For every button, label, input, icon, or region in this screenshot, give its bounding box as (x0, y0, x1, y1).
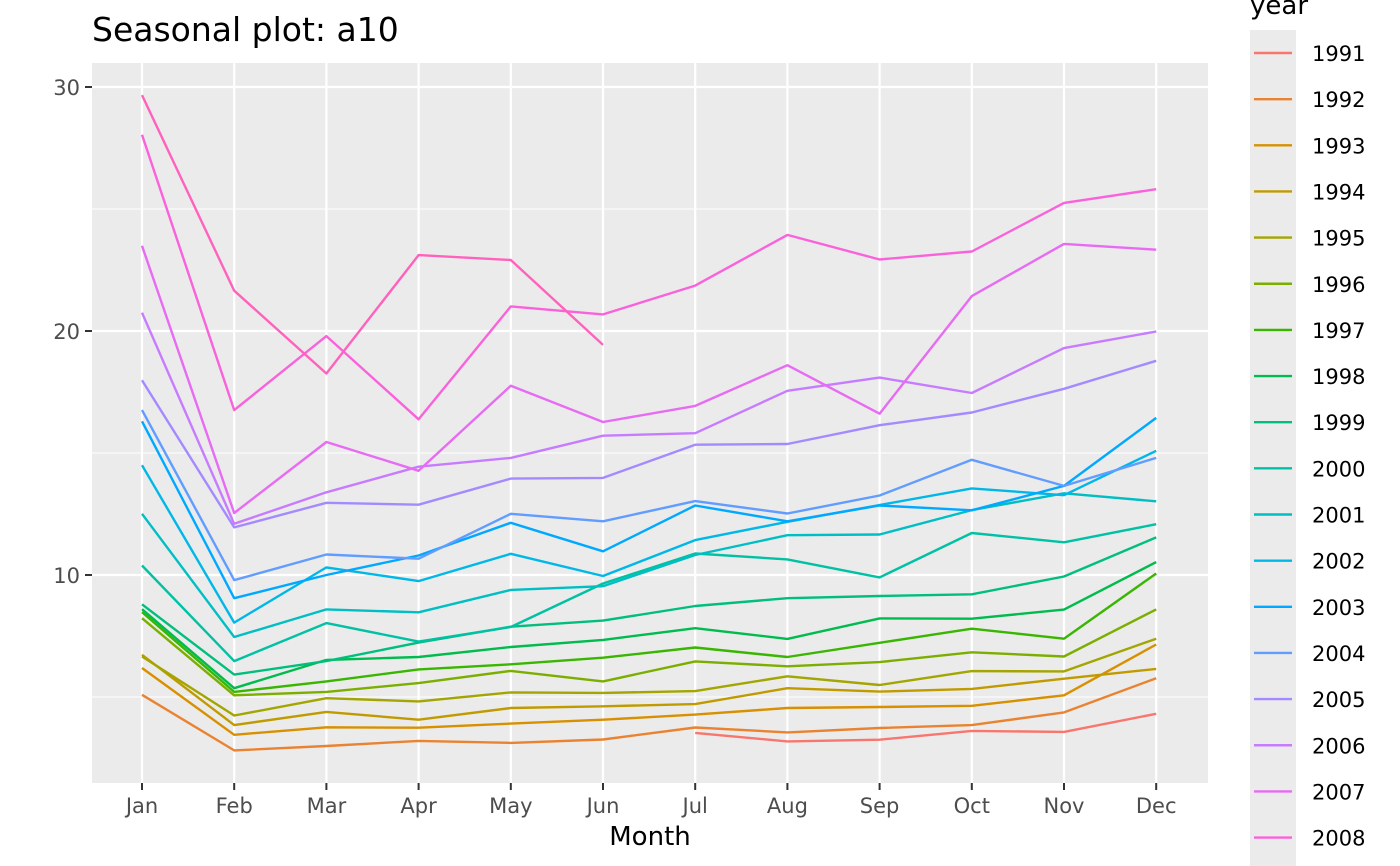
series-line-1996 (141, 608, 1157, 697)
legend-title: year (1250, 0, 1308, 21)
series-line-1998 (141, 561, 1157, 690)
legend-label-1997: 1997 (1312, 319, 1365, 343)
legend-label-1995: 1995 (1312, 227, 1365, 251)
legend-label-2008: 2008 (1312, 827, 1365, 851)
legend-label-2000: 2000 (1312, 457, 1365, 481)
series-line-1995 (141, 637, 1157, 717)
x-tick-label: Jun (585, 794, 620, 818)
series-line-2000 (141, 523, 1157, 663)
x-axis: Jan Feb Mar Apr May Jun Jul Aug Sep Oct Nov Dec (124, 783, 1177, 818)
series-line-1997 (141, 572, 1157, 694)
x-tick-label: Jul (681, 794, 708, 818)
series-line-2004 (140, 409, 1157, 582)
plot-panel (92, 63, 1208, 783)
chart-title: Seasonal plot: a10 (92, 10, 399, 49)
legend-label-2007: 2007 (1312, 780, 1365, 804)
y-tick-label: 20 (53, 320, 80, 344)
series-line-2002 (140, 449, 1157, 624)
legend-background (1250, 30, 1296, 866)
legend-label-1998: 1998 (1312, 365, 1365, 389)
x-tick-label: May (489, 794, 532, 818)
x-tick-label: Oct (954, 794, 990, 818)
legend-label-1992: 1992 (1312, 88, 1365, 112)
series-line-2006 (140, 312, 1157, 525)
legend: 1991 1992 1993 1994 1995 1996 1997 1998 1999 2000… (1254, 42, 1365, 851)
legend-label-1996: 1996 (1312, 273, 1365, 297)
series-lines (140, 94, 1157, 752)
legend-label-2006: 2006 (1312, 734, 1365, 758)
minor-gridlines (92, 208, 1208, 698)
x-tick-label: Dec (1136, 794, 1177, 818)
legend-label-2004: 2004 (1312, 642, 1365, 666)
series-line-1993 (141, 643, 1157, 736)
x-tick-label: Aug (767, 794, 808, 818)
series-line-1991 (695, 712, 1157, 743)
legend-label-1993: 1993 (1312, 134, 1365, 158)
series-line-1992 (141, 677, 1157, 752)
legend-label-2005: 2005 (1312, 688, 1365, 712)
x-tick-label: Nov (1044, 794, 1085, 818)
series-line-2008 (140, 134, 1157, 421)
series-line-1994 (141, 653, 1157, 727)
y-tick-label: 30 (53, 76, 80, 100)
x-tick-label: Jan (124, 794, 158, 818)
legend-label-2003: 2003 (1312, 596, 1365, 620)
legend-label-1994: 1994 (1312, 180, 1365, 204)
y-axis: 10 20 30 (53, 76, 92, 588)
legend-label-2002: 2002 (1312, 550, 1365, 574)
x-tick-label: Mar (307, 794, 347, 818)
major-gridlines (92, 63, 1208, 783)
series-line-1999 (141, 536, 1157, 676)
legend-label-1999: 1999 (1312, 411, 1365, 435)
legend-label-1991: 1991 (1312, 42, 1365, 66)
legend-label-2001: 2001 (1312, 504, 1365, 528)
series-line-2007 (140, 242, 1157, 515)
x-tick-label: Feb (216, 794, 253, 818)
series-line-2009 (140, 94, 604, 375)
x-tick-label: Sep (860, 794, 900, 818)
y-tick-label: 10 (53, 564, 80, 588)
series-line-2003 (140, 416, 1157, 600)
x-axis-label: Month (609, 822, 691, 852)
x-tick-label: Apr (400, 794, 437, 818)
series-line-2005 (140, 359, 1157, 529)
